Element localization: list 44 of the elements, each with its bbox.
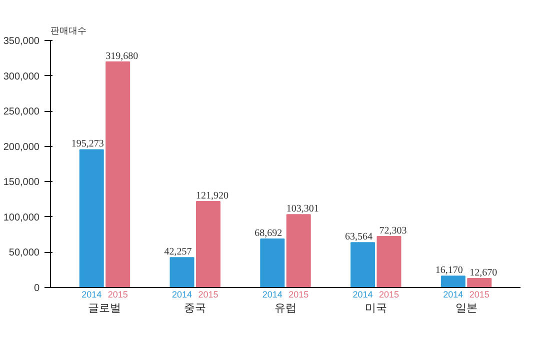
bar bbox=[467, 278, 492, 288]
text: 2015 bbox=[288, 290, 309, 300]
data-label: 72,303 bbox=[379, 225, 407, 236]
data-label: 195,273 bbox=[71, 138, 104, 150]
y-tick-label: 50,000 bbox=[8, 248, 40, 259]
data-label: 42,257 bbox=[164, 246, 192, 258]
text: 2014 bbox=[352, 290, 373, 300]
x-tick-label: 유럽 bbox=[274, 302, 296, 314]
y-tick-label: 200,000 bbox=[3, 142, 40, 153]
bar bbox=[79, 149, 104, 288]
bar bbox=[260, 238, 285, 288]
y-tick-label: 0 bbox=[34, 283, 40, 294]
text: 2015 bbox=[198, 290, 218, 300]
bar bbox=[440, 276, 466, 288]
data-label: 12,670 bbox=[470, 268, 498, 279]
data-label: 319,680 bbox=[106, 50, 138, 62]
bar bbox=[170, 257, 194, 288]
text: 2014 bbox=[443, 290, 464, 300]
data-label: 68,692 bbox=[254, 228, 282, 240]
y-tick-label: 250,000 bbox=[3, 106, 40, 118]
y-tick-label: 150,000 bbox=[3, 177, 40, 188]
x-tick-label: 중국 bbox=[184, 302, 206, 314]
y-tick-label: 350,000 bbox=[3, 36, 40, 47]
y-tick-label: 100,000 bbox=[3, 212, 40, 224]
bar bbox=[196, 200, 220, 288]
bar bbox=[376, 236, 402, 288]
bar bbox=[286, 214, 311, 288]
series-label: 2015 bbox=[108, 290, 128, 300]
data-label: 16,170 bbox=[435, 265, 463, 276]
y-axis-title: 판매대수 bbox=[50, 26, 86, 36]
text: 2014 bbox=[262, 290, 282, 300]
y-tick-label: 300,000 bbox=[3, 71, 40, 82]
series-label: 2014 bbox=[82, 290, 102, 300]
x-tick-label: 미국 bbox=[364, 302, 387, 314]
data-label: 63,564 bbox=[345, 232, 373, 243]
x-tick-label: 일본 bbox=[455, 302, 478, 314]
text: 2015 bbox=[469, 290, 490, 300]
bar bbox=[350, 242, 376, 288]
data-label: 121,920 bbox=[196, 190, 228, 202]
x-tick-label: 글로벌 bbox=[88, 302, 122, 314]
bar bbox=[106, 61, 130, 288]
data-label: 103,301 bbox=[286, 204, 319, 215]
text: 2014 bbox=[172, 290, 192, 300]
text: 2015 bbox=[378, 290, 400, 300]
